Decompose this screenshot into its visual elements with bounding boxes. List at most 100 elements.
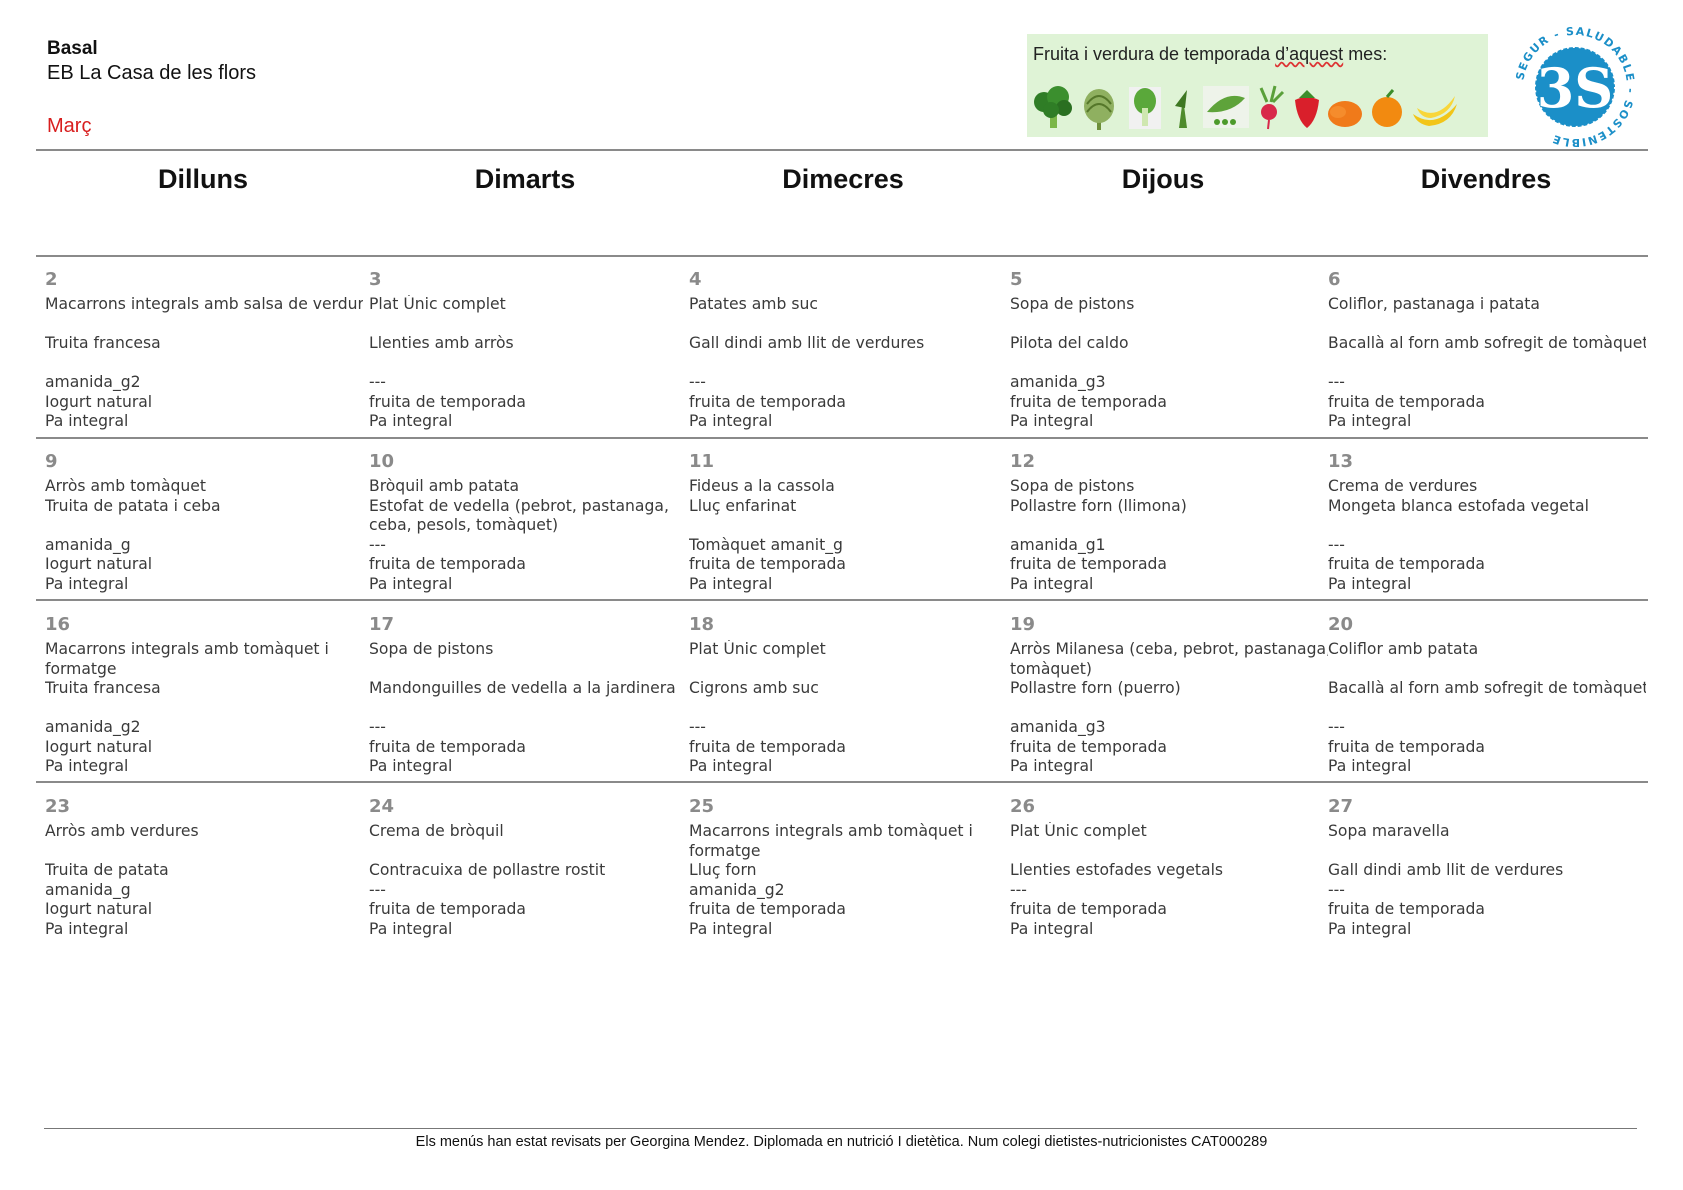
menu-line: Iogurt natural (45, 555, 153, 573)
menu-day-cell: 19 Arròs Milanesa (ceba, pebrot, pastanag… (1010, 613, 1328, 777)
menu-line (369, 699, 687, 719)
menu-line: ceba, pesols, tomàquet) (369, 516, 559, 534)
menu-line: Iogurt natural (45, 737, 153, 756)
menu-line: Pa integral (1328, 919, 1412, 938)
menu-line: Tomàquet amanit_g (689, 535, 843, 554)
seasonal-produce-icons (1031, 84, 1461, 130)
week-separator (36, 255, 1648, 257)
day-header-dilluns: Dilluns (157, 164, 249, 194)
strawberry-icon (1295, 90, 1319, 128)
menu-line: --- (689, 718, 706, 736)
menu-line: fruita de temporada (689, 900, 846, 918)
menu-line: Coliflor amb patata (1328, 640, 1479, 658)
menu-type: Basal (47, 38, 98, 59)
menu-line: formatge (689, 841, 761, 860)
peas-icon (1203, 86, 1249, 128)
menu-line: Pa integral (1328, 574, 1412, 593)
day-number: 4 (689, 269, 702, 290)
menu-day-cell: 23 Arròs amb verdures Truita de patata aman… (45, 795, 363, 939)
seasonal-produce-box: Fruita i verdura de temporada d’aquest m… (1027, 34, 1488, 137)
day-number: 16 (45, 614, 71, 635)
footer-rule (44, 1128, 1637, 1129)
menu-line (689, 315, 1007, 335)
chard-icon (1129, 87, 1161, 129)
menu-line: --- (689, 373, 706, 391)
menu-day-cell: 18 Plat Únic complet Cigrons amb suc --- fru… (689, 613, 1007, 777)
menu-line: Plat Únic complet (689, 640, 826, 658)
menu-line: --- (369, 880, 386, 899)
menu-line: amanida_g1 (1010, 535, 1106, 554)
menu-line: Pa integral (689, 757, 773, 775)
menu-line (689, 516, 1007, 536)
menu-line: Sopa de pistons (1010, 295, 1135, 313)
menu-line: Pa integral (1010, 919, 1094, 938)
menu-line (369, 354, 687, 374)
menu-line: Truita francesa (45, 334, 161, 352)
menu-line: Crema de bròquil (369, 822, 504, 840)
menu-line: Iogurt natural (45, 392, 153, 411)
menu-line: Bacallà al forn amb sofregit de tomàquet (1328, 679, 1646, 697)
menu-day-cell: 26 Plat Únic complet Llenties estofades ve… (1010, 795, 1328, 939)
menu-line: Mandonguilles de vedella a la jardinera (369, 679, 676, 697)
menu-line: Lluç enfarinat (689, 496, 797, 515)
menu-line (689, 660, 1007, 680)
menu-line: fruita de temporada (1328, 392, 1485, 411)
menu-line: Pa integral (369, 919, 453, 938)
menu-line: Fideus a la cassola (689, 477, 835, 495)
menu-line: fruita de temporada (689, 555, 846, 573)
menu-line: Truita de patata (45, 861, 169, 879)
menu-line: amanida_g2 (45, 718, 141, 736)
menu-line: --- (1328, 535, 1345, 554)
menu-line: amanida_g (45, 535, 131, 554)
menu-line: Pa integral (45, 757, 129, 775)
menu-line: fruita de temporada (1328, 900, 1485, 918)
menu-line: Sopa de pistons (369, 640, 494, 658)
menu-line: Mongeta blanca estofada vegetal (1328, 496, 1589, 515)
menu-day-cell: 4 Patates amb suc Gall dindi amb llit de v… (689, 268, 1007, 432)
menu-line: Estofat de vedella (pebrot, pastanaga, (369, 496, 669, 515)
menu-line: Pa integral (1010, 757, 1094, 775)
menu-line: fruita de temporada (689, 737, 846, 756)
menu-line: Pa integral (369, 757, 453, 775)
day-number: 26 (1010, 796, 1036, 817)
menu-line (1010, 315, 1328, 335)
menu-day-cell: 17 Sopa de pistons Mandonguilles de vedell… (369, 613, 687, 777)
day-number: 19 (1010, 614, 1036, 635)
menu-day-cell: 25 Macarrons integrals amb tomàquet i form… (689, 795, 1007, 939)
banana-icon (1413, 96, 1457, 126)
menu-line: --- (1010, 880, 1027, 899)
menu-line: fruita de temporada (369, 737, 526, 756)
menu-line: Truita de patata i ceba (45, 496, 221, 515)
menu-line: Pollastre forn (puerro) (1010, 679, 1181, 697)
month-label: Març (47, 115, 92, 137)
day-number: 12 (1010, 451, 1036, 472)
day-number: 3 (369, 269, 382, 290)
day-number: 17 (369, 614, 395, 635)
day-header-dimecres: Dimecres (782, 164, 904, 194)
menu-line: Patates amb suc (689, 295, 818, 313)
menu-line: Pilota del caldo (1010, 334, 1129, 352)
week-separator (36, 781, 1648, 783)
menu-line: amanida_g (45, 880, 131, 899)
menu-line: Macarrons integrals amb tomàquet i (45, 640, 329, 658)
menu-day-cell: 24 Crema de bròquil Contracuixa de pollast… (369, 795, 687, 939)
menu-line: amanida_g2 (45, 373, 141, 391)
day-header-dijous: Dijous (1121, 164, 1205, 194)
day-header-divendres: Divendres (1420, 164, 1552, 194)
menu-line: Bacallà al forn amb sofregit de tomàquet (1328, 334, 1646, 352)
day-number: 6 (1328, 269, 1341, 290)
menu-line: Sopa de pistons (1010, 477, 1135, 495)
menu-day-cell: 16 Macarrons integrals amb tomàquet i form… (45, 613, 363, 777)
menu-line: Pa integral (1010, 412, 1094, 430)
menu-line: Gall dindi amb llit de verdures (689, 334, 925, 352)
menu-line (1328, 354, 1646, 374)
day-number: 24 (369, 796, 395, 817)
menu-line: Llenties amb arròs (369, 334, 514, 352)
menu-line: fruita de temporada (1010, 392, 1167, 411)
menu-line: fruita de temporada (689, 392, 846, 411)
day-number: 23 (45, 796, 71, 817)
menu-line: Pa integral (45, 919, 129, 938)
day-number: 9 (45, 451, 58, 472)
orange-icon (1372, 89, 1402, 127)
